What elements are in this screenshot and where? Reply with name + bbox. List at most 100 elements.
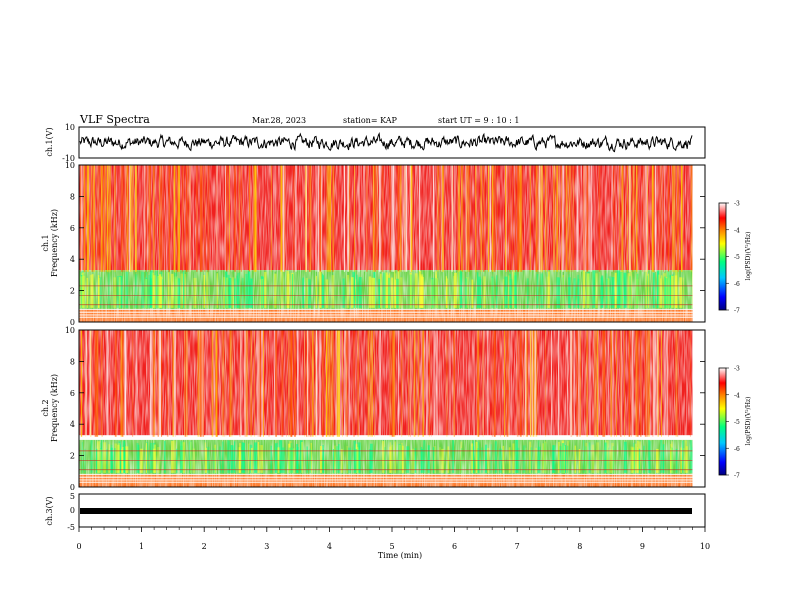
spectrogram-streak xyxy=(81,165,83,272)
spectrogram-streak xyxy=(363,165,366,272)
spectrogram-streak xyxy=(468,165,470,272)
band-streak xyxy=(170,273,174,308)
spectrogram-streak xyxy=(598,165,601,272)
band-streak xyxy=(411,448,415,473)
spectrogram-streak xyxy=(399,165,402,272)
ch1-waveform-ylabel: ch.1(V) xyxy=(45,127,54,156)
band-streak xyxy=(290,443,293,473)
spectrogram-streak xyxy=(216,165,218,272)
band-streak xyxy=(174,272,177,308)
band-streak xyxy=(623,272,627,308)
spectrogram-streak xyxy=(290,330,293,437)
band-streak xyxy=(310,442,312,473)
band-streak xyxy=(542,443,544,473)
band-streak xyxy=(661,275,663,308)
band-streak xyxy=(526,278,529,308)
band-streak xyxy=(358,277,362,308)
spectrogram-streak xyxy=(125,165,126,272)
spectrogram-streak xyxy=(250,330,253,437)
spectrogram-streak xyxy=(576,165,578,272)
band-streak xyxy=(141,271,145,308)
spectrogram-streak xyxy=(308,330,310,437)
spectrogram-streak xyxy=(467,165,470,272)
spectrogram-streak xyxy=(480,165,483,272)
ch3-ytick-top: 5 xyxy=(70,492,75,501)
spectrogram-streak xyxy=(379,330,381,437)
spectrogram-streak xyxy=(439,330,441,437)
band-streak xyxy=(663,276,666,308)
spectrogram-streak xyxy=(413,330,416,437)
spectrogram-streak xyxy=(366,165,368,272)
band-streak xyxy=(177,277,179,308)
figure-title: VLF Spectra xyxy=(79,113,150,126)
spectrogram-streak xyxy=(94,330,97,437)
band-streak xyxy=(512,443,515,473)
band-streak xyxy=(160,276,163,308)
band-streak xyxy=(82,272,84,308)
band-streak xyxy=(452,440,454,473)
band-streak xyxy=(319,271,322,308)
spectrogram-streak xyxy=(323,330,324,437)
spectrogram-streak xyxy=(620,330,622,437)
band-streak xyxy=(445,276,447,308)
band-streak xyxy=(234,278,236,308)
band-streak xyxy=(434,446,436,473)
band-streak xyxy=(333,445,337,473)
band-streak xyxy=(383,447,386,473)
time-tick-label: 0 xyxy=(76,542,81,551)
spectrogram-streak xyxy=(106,330,109,437)
spectrogram-streak xyxy=(230,330,232,437)
spectrogram-streak xyxy=(597,330,599,437)
spectrogram-streak xyxy=(538,165,541,272)
ch2-freq-ytick-label: 8 xyxy=(70,357,75,366)
spectrogram-streak xyxy=(629,165,631,272)
ch1-channel-label: ch.1 xyxy=(41,234,50,251)
band-streak xyxy=(302,277,304,308)
band-streak xyxy=(296,446,299,473)
band-streak xyxy=(647,273,650,308)
ch1-waveform-line xyxy=(79,132,693,153)
spectrogram-streak xyxy=(293,165,295,272)
ch2-colorbar-tick-label: -6 xyxy=(734,446,740,453)
spectrogram-streak xyxy=(271,165,272,272)
ch1-colorbar-label: log(PSD)(V²/Hz) xyxy=(745,232,752,281)
spectrogram-streak xyxy=(675,330,678,437)
band-streak xyxy=(241,277,244,308)
band-streak xyxy=(106,449,108,473)
band-streak xyxy=(174,276,178,308)
band-streak xyxy=(184,274,187,308)
band-streak xyxy=(682,277,684,308)
band-streak xyxy=(103,442,106,473)
band-streak xyxy=(544,441,547,473)
band-streak xyxy=(157,275,160,308)
spectrogram-streak xyxy=(181,165,184,272)
band-streak xyxy=(122,440,126,473)
spectrogram-streak xyxy=(584,165,586,272)
band-streak xyxy=(536,273,539,308)
spectrogram-streak xyxy=(628,330,630,437)
spectrogram-streak xyxy=(80,165,83,272)
band-streak xyxy=(636,440,639,473)
spectrogram-streak xyxy=(91,165,94,272)
band-streak xyxy=(299,440,303,473)
spectrogram-streak xyxy=(580,330,581,437)
band-streak xyxy=(502,445,505,473)
band-streak xyxy=(368,276,372,308)
spectrogram-streak xyxy=(392,165,395,272)
spectrogram-streak xyxy=(120,165,123,272)
band-streak xyxy=(666,271,670,308)
band-streak xyxy=(390,444,393,473)
spectrogram-streak xyxy=(644,165,646,272)
band-streak xyxy=(391,277,394,308)
band-streak xyxy=(453,275,456,308)
spectrogram-streak xyxy=(518,165,521,272)
spectrogram-streak xyxy=(610,330,613,437)
band-streak xyxy=(666,271,670,308)
spectrogram-streak xyxy=(529,330,532,437)
band-streak xyxy=(662,444,665,473)
spectrogram-streak xyxy=(135,330,138,437)
spectrogram-streak xyxy=(526,330,528,437)
band-streak xyxy=(145,442,147,473)
spectrogram-streak xyxy=(329,165,332,272)
spectrogram-streak xyxy=(506,165,508,272)
